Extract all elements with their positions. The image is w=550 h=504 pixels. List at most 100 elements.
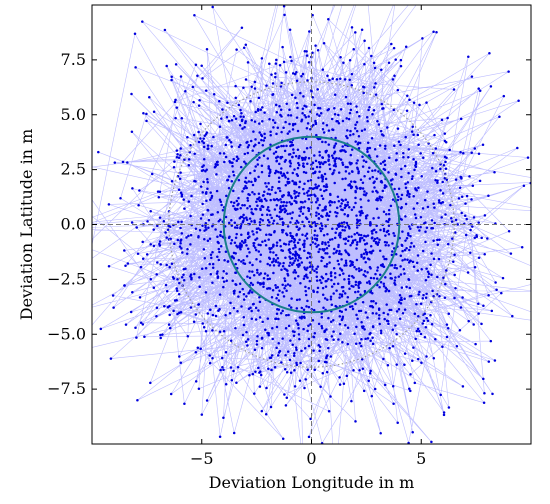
- scatter-point: [317, 243, 320, 247]
- scatter-point: [222, 269, 225, 273]
- scatter-point: [396, 88, 400, 92]
- scatter-point: [252, 242, 255, 245]
- scatter-point: [200, 413, 204, 416]
- scatter-point: [338, 273, 342, 277]
- scatter-point: [281, 291, 284, 294]
- scatter-point: [179, 239, 182, 243]
- scatter-point: [137, 203, 140, 207]
- scatter-point: [284, 158, 287, 162]
- scatter-point: [283, 207, 286, 211]
- scatter-point: [353, 332, 356, 336]
- scatter-point: [189, 214, 192, 218]
- scatter-point: [387, 208, 391, 212]
- scatter-point: [454, 218, 458, 222]
- scatter-point: [178, 355, 181, 358]
- scatter-point: [459, 175, 462, 179]
- scatter-point: [357, 286, 361, 289]
- scatter-point: [136, 252, 140, 255]
- scatter-point: [225, 194, 228, 198]
- scatter-point: [179, 242, 182, 245]
- scatter-point: [331, 156, 335, 160]
- scatter-point: [277, 261, 280, 264]
- scatter-point: [304, 216, 308, 219]
- scatter-point: [336, 282, 340, 285]
- scatter-point: [274, 150, 278, 154]
- scatter-point: [234, 84, 237, 88]
- scatter-point: [268, 257, 272, 261]
- scatter-point: [164, 231, 167, 234]
- scatter-point: [223, 160, 226, 164]
- scatter-point: [244, 121, 247, 125]
- scatter-point: [363, 269, 367, 273]
- scatter-point: [382, 210, 386, 213]
- scatter-point: [166, 228, 170, 231]
- scatter-point: [341, 149, 344, 152]
- scatter-point: [273, 208, 277, 211]
- scatter-point: [339, 236, 342, 239]
- scatter-point: [205, 48, 209, 51]
- scatter-point: [430, 273, 433, 277]
- scatter-point: [434, 338, 437, 341]
- scatter-point: [244, 176, 248, 180]
- scatter-point: [264, 413, 268, 416]
- scatter-point: [373, 186, 376, 189]
- scatter-point: [174, 98, 177, 102]
- scatter-point: [441, 201, 445, 204]
- scatter-point: [313, 229, 317, 232]
- scatter-point: [413, 312, 417, 316]
- scatter-point: [284, 404, 288, 407]
- scatter-point: [333, 181, 336, 185]
- scatter-point: [206, 144, 210, 147]
- scatter-point: [304, 171, 308, 175]
- scatter-point: [164, 283, 168, 287]
- scatter-point: [259, 373, 263, 377]
- scatter-point: [313, 332, 317, 335]
- scatter-point: [394, 276, 397, 279]
- scatter-point: [211, 5, 214, 9]
- scatter-point: [274, 62, 278, 65]
- scatter-point: [441, 192, 445, 195]
- scatter-point: [315, 211, 318, 214]
- scatter-point: [281, 265, 285, 268]
- scatter-point: [324, 272, 328, 276]
- scatter-point: [343, 264, 346, 267]
- scatter-point: [267, 174, 271, 178]
- scatter-point: [143, 335, 146, 339]
- scatter-point: [408, 387, 411, 390]
- scatter-point: [175, 289, 179, 293]
- scatter-point: [250, 180, 253, 184]
- scatter-point: [228, 235, 231, 239]
- scatter-point: [199, 122, 202, 126]
- scatter-point: [179, 147, 182, 150]
- scatter-point: [401, 249, 404, 253]
- scatter-point: [417, 314, 420, 318]
- scatter-point: [335, 227, 339, 231]
- y-tick-label: 7.5: [61, 50, 86, 69]
- scatter-point: [318, 349, 321, 353]
- scatter-point: [321, 227, 324, 230]
- scatter-point: [291, 123, 295, 127]
- scatter-point: [300, 315, 304, 319]
- scatter-point: [303, 200, 307, 203]
- scatter-point: [434, 147, 438, 150]
- scatter-point: [274, 75, 277, 79]
- scatter-point: [231, 170, 235, 173]
- scatter-point: [270, 188, 273, 191]
- scatter-point: [320, 214, 323, 218]
- x-tick-label: −5: [190, 449, 214, 468]
- scatter-point: [348, 305, 352, 309]
- scatter-point: [152, 110, 156, 114]
- scatter-point: [321, 156, 324, 159]
- scatter-point: [244, 78, 248, 81]
- scatter-point: [406, 94, 409, 98]
- scatter-point: [239, 108, 242, 112]
- scatter-point: [327, 410, 331, 413]
- scatter-point: [480, 322, 483, 326]
- scatter-point: [266, 192, 269, 196]
- scatter-point: [295, 191, 298, 194]
- scatter-point: [442, 413, 446, 417]
- scatter-point: [493, 359, 497, 362]
- scatter-point: [290, 263, 294, 266]
- scatter-point: [268, 193, 272, 196]
- scatter-point: [269, 130, 272, 134]
